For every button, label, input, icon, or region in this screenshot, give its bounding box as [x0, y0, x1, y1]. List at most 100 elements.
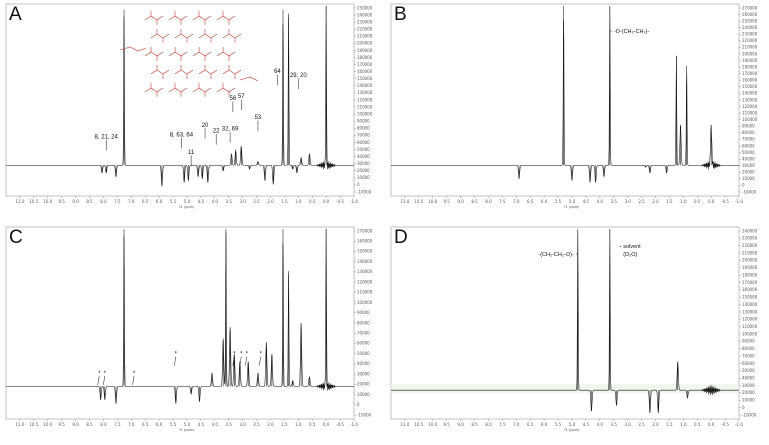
x-tick-label: 2.5 — [253, 199, 260, 204]
peak-annotation: * — [175, 352, 178, 358]
plot-frame-d — [390, 226, 740, 420]
x-tick-label: 6.5 — [142, 199, 149, 204]
x-tick-label: 6.0 — [541, 199, 548, 204]
y-tick-label: 150000 — [742, 295, 758, 300]
x-tick-label: 3.0 — [624, 199, 631, 204]
x-tick-label: 1.0 — [680, 422, 687, 427]
x-tick-label: 10.5 — [414, 422, 423, 427]
y-tick-label: 30000 — [357, 161, 370, 166]
x-tick-label: 3.5 — [611, 422, 618, 427]
y-tick-label: 110000 — [742, 324, 758, 329]
y-tick-label: 170000 — [357, 62, 373, 67]
panel-letter-a: A — [9, 4, 22, 25]
x-tick-label: 5.5 — [170, 422, 177, 427]
x-tick-label: 5.0 — [569, 422, 576, 427]
y-tick-label: 140000 — [357, 259, 373, 264]
baseline-noise-band — [391, 384, 739, 394]
x-tick-label: 4.5 — [583, 199, 590, 204]
y-tick-label: 240000 — [742, 25, 758, 30]
x-tick-label: -0.5 — [336, 199, 344, 204]
x-tick-label: 11.0 — [15, 422, 24, 427]
plot-frame-c — [5, 226, 355, 420]
annotation-arrow — [103, 375, 106, 385]
x-tick-label: 0.5 — [694, 422, 701, 427]
x-tick-label: 8.0 — [485, 199, 492, 204]
peak-annotation: 20 — [202, 123, 209, 129]
x-tick-label: 8.5 — [471, 199, 478, 204]
y-tick-label: 120000 — [742, 104, 758, 109]
y-tick-label: 120000 — [742, 317, 758, 322]
nmr-panel-c: 11.0 10.5 10.0 9.5 9.0 8.5 8.0 7.5 7.0 6.5 6.0 5.5 5… — [0, 223, 384, 445]
y-tick-label: 0 — [357, 402, 360, 407]
x-tick-label: 2.5 — [638, 199, 645, 204]
x-tick-label: -0.5 — [336, 422, 344, 427]
y-tick-label: 70000 — [357, 331, 370, 336]
spectrum-d: 11.0 10.5 10.0 9.5 9.0 8.5 8.0 7.5 7.0 6.5 6.0 5.5 5… — [390, 226, 758, 432]
y-tick-label: 30000 — [742, 383, 755, 388]
x-axis-label: f1 (ppm) — [179, 428, 195, 432]
y-tick-label: 110000 — [357, 290, 373, 295]
y-tick-label: 160000 — [357, 69, 373, 74]
annotation-arrow — [97, 375, 100, 385]
y-tick-label: 150000 — [742, 84, 758, 89]
x-tick-label: 7.5 — [499, 199, 506, 204]
x-tick-label: 10.0 — [428, 199, 437, 204]
y-tick-label: 220000 — [742, 243, 758, 248]
x-tick-label: 8.0 — [100, 422, 107, 427]
y-tick-label: 10000 — [357, 392, 370, 397]
x-tick-label: -1.0 — [350, 199, 358, 204]
panel-letter-d: D — [394, 227, 408, 248]
y-tick-label: 160000 — [357, 239, 373, 244]
spectrum-a: 11.0 10.5 10.0 9.5 9.0 8.5 8.0 7.5 7.0 6.5 6.0 5.5 5… — [5, 3, 373, 209]
y-tick-label: 100000 — [357, 300, 373, 305]
x-tick-label: 1.5 — [281, 199, 288, 204]
y-tick-label: 60000 — [357, 341, 370, 346]
x-tick-label: 0.0 — [323, 422, 330, 427]
y-tick-label: 130000 — [742, 97, 758, 102]
x-tick-label: 9.0 — [72, 422, 79, 427]
x-tick-label: 7.5 — [114, 199, 121, 204]
x-tick-label: 7.5 — [114, 422, 121, 427]
x-tick-label: 2.0 — [652, 199, 659, 204]
y-tick-label: 170000 — [357, 228, 373, 233]
y-tick-label: 210000 — [357, 34, 373, 39]
peak-annotation: 57 — [238, 94, 245, 100]
x-tick-label: 9.0 — [72, 199, 79, 204]
x-tick-label: 4.0 — [597, 199, 604, 204]
y-tick-label: -10000 — [742, 189, 757, 194]
x-tick-label: 5.0 — [184, 199, 191, 204]
y-tick-label: 100000 — [742, 117, 758, 122]
y-tick-label: 170000 — [742, 71, 758, 76]
x-tick-label: 8.5 — [86, 199, 93, 204]
x-tick-label: 6.5 — [527, 422, 534, 427]
peak-annotation: 11 — [188, 150, 195, 156]
x-tick-label: 4.0 — [212, 199, 219, 204]
x-tick-label: 2.0 — [267, 422, 274, 427]
y-tick-label: 120000 — [357, 279, 373, 284]
panel-letter-b: B — [394, 4, 407, 25]
x-tick-label: 0.0 — [323, 199, 330, 204]
y-tick-label: 20000 — [357, 382, 370, 387]
x-tick-label: 2.0 — [652, 422, 659, 427]
y-tick-label: 240000 — [357, 12, 373, 17]
y-tick-label: 60000 — [742, 361, 755, 366]
y-tick-label: 220000 — [357, 27, 373, 32]
y-tick-label: 130000 — [742, 309, 758, 314]
y-tick-label: 50000 — [357, 351, 370, 356]
y-tick-label: 180000 — [357, 55, 373, 60]
x-tick-label: 3.0 — [239, 199, 246, 204]
x-tick-label: 10.5 — [29, 199, 38, 204]
peak-annotation: 64 — [274, 69, 281, 75]
y-tick-label: 80000 — [357, 320, 370, 325]
y-tick-label: 190000 — [742, 58, 758, 63]
y-tick-label: 140000 — [357, 83, 373, 88]
y-tick-label: 100000 — [742, 331, 758, 336]
x-tick-label: 8.0 — [485, 422, 492, 427]
y-tick-label: -10000 — [742, 412, 757, 417]
molecule-structure-image — [119, 11, 259, 97]
peak-annotation: * — [233, 352, 236, 358]
x-tick-label: 8.0 — [100, 199, 107, 204]
y-tick-label: 190000 — [357, 48, 373, 53]
x-tick-label: 1.0 — [680, 199, 687, 204]
y-tick-label: 200000 — [357, 41, 373, 46]
